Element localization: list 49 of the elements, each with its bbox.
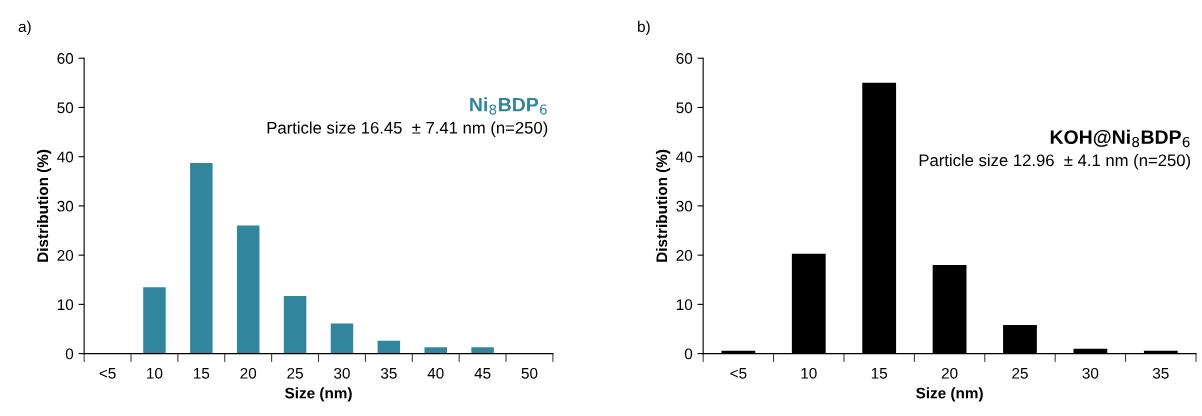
- bar: [190, 163, 213, 354]
- bar: [377, 340, 401, 354]
- bar: [236, 225, 260, 354]
- y-tick-label: 40: [57, 151, 74, 163]
- x-axis-title: Size (nm): [916, 387, 983, 402]
- x-tick-label: 30: [334, 367, 350, 379]
- x-tick-label: 40: [427, 367, 444, 379]
- x-tick-label: 45: [474, 368, 491, 379]
- y-axis-title: Distribution (%): [655, 149, 671, 262]
- y-tick-label: 10: [57, 299, 74, 311]
- y-tick-label: 10: [676, 299, 693, 311]
- x-tick-label: 30: [1082, 367, 1099, 379]
- y-tick-label: 60: [57, 53, 74, 64]
- x-tick-label: <5: [730, 368, 747, 379]
- x-axis-title: Size (nm): [285, 387, 352, 402]
- annotation: Particle size 16.45 ± 7.41 nm (n=250): [267, 121, 548, 138]
- bar: [330, 323, 354, 354]
- y-tick-label: 20: [57, 250, 74, 261]
- y-tick-label: 50: [57, 102, 74, 114]
- x-tick-label: 25: [1012, 367, 1028, 379]
- x-tick-label: 15: [871, 368, 888, 379]
- x-tick-label: 35: [380, 367, 397, 379]
- bar: [283, 296, 307, 354]
- annotation: Particle size 12.96 ± 4.1 nm (n=250): [919, 153, 1191, 170]
- x-tick-label: 35: [1152, 367, 1169, 379]
- annotation: Ni$_{8}$BDP$_{6}$: [470, 97, 547, 115]
- text: b): [638, 20, 650, 36]
- bar: [424, 347, 447, 354]
- x-tick-label: 10: [147, 367, 163, 379]
- x-tick-label: 25: [287, 367, 303, 379]
- x-tick-label: 15: [194, 368, 210, 379]
- annotation: KOH@Ni$_{8}$BDP$_{6}$: [1050, 129, 1190, 148]
- x-tick-label: <5: [99, 368, 116, 379]
- x-tick-label: 50: [521, 367, 538, 379]
- y-tick-label: 0: [684, 348, 693, 360]
- y-tick-label: 40: [676, 151, 693, 163]
- bar: [143, 287, 166, 354]
- y-tick-label: 0: [65, 348, 74, 360]
- text: a): [18, 20, 31, 36]
- y-tick-label: 30: [676, 200, 693, 212]
- x-tick-label: 10: [801, 367, 817, 379]
- y-axis-title: Distribution (%): [36, 149, 52, 262]
- y-tick-label: 60: [676, 53, 693, 64]
- x-tick-label: 20: [941, 367, 958, 379]
- x-tick-label: 20: [240, 367, 257, 379]
- y-tick-label: 30: [57, 200, 74, 212]
- y-tick-label: 20: [676, 250, 693, 261]
- bar: [471, 347, 494, 354]
- y-tick-label: 50: [676, 102, 693, 114]
